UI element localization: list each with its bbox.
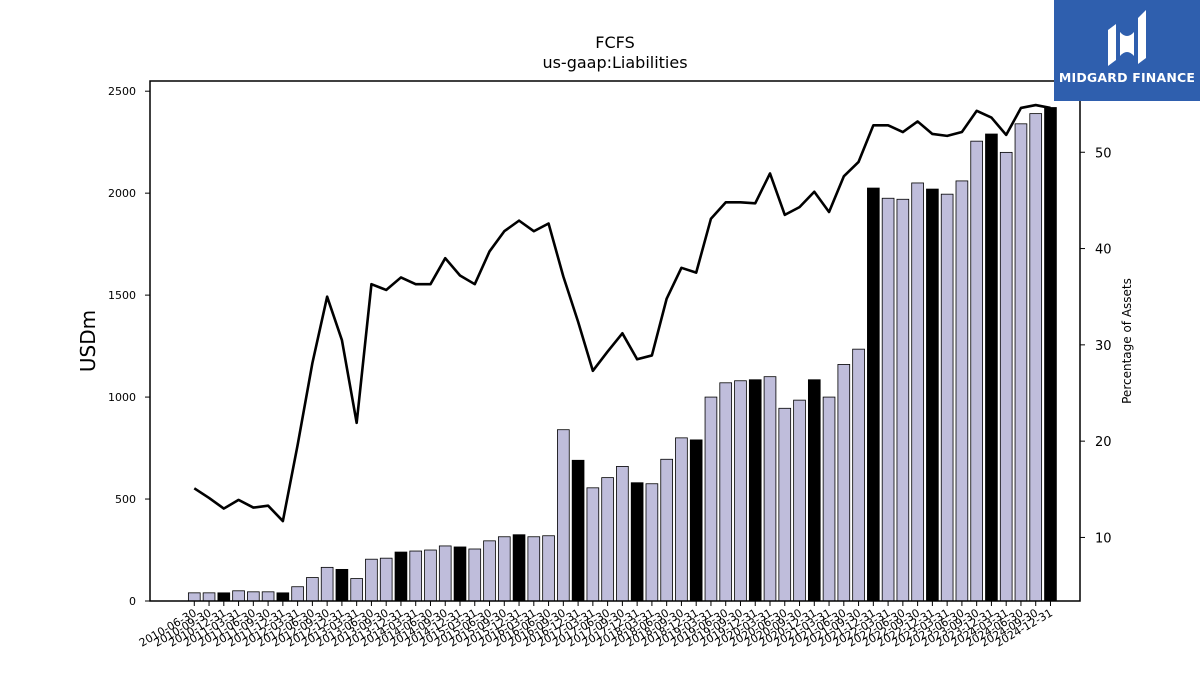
y-tick-label: 2000 bbox=[108, 187, 136, 200]
bar-2019-06-30 bbox=[719, 382, 733, 602]
bar-2010-09-30 bbox=[202, 592, 216, 602]
bar-2020-06-30 bbox=[778, 407, 792, 602]
bar-2018-09-30 bbox=[675, 437, 688, 602]
bar-2019-03-31 bbox=[704, 396, 718, 602]
bar-2023-03-31 bbox=[940, 193, 954, 602]
bar-2017-12-31 bbox=[630, 482, 644, 602]
bar-2024-06-30 bbox=[1014, 123, 1028, 602]
bar-2012-03-31 bbox=[291, 586, 304, 602]
bars-layer bbox=[187, 107, 1057, 602]
bar-2012-12-31 bbox=[335, 568, 349, 602]
y-tick-label: 2500 bbox=[108, 85, 136, 98]
y-tick-label: 0 bbox=[129, 595, 136, 608]
bar-2023-06-30 bbox=[955, 180, 969, 602]
bar-2022-12-31 bbox=[926, 188, 939, 602]
bar-2021-09-30 bbox=[852, 348, 865, 602]
percent-assets-line bbox=[193, 103, 1051, 523]
brand-logo: MIDGARD FINANCE bbox=[1054, 0, 1200, 101]
y2-tick-label: 30 bbox=[1095, 339, 1112, 354]
bar-2024-03-31 bbox=[999, 151, 1013, 602]
bar-2023-12-31 bbox=[985, 133, 998, 602]
y-axis-label: USDm bbox=[76, 310, 100, 372]
bar-2013-06-30 bbox=[365, 558, 378, 602]
bar-2021-12-31 bbox=[867, 187, 880, 602]
bar-2016-03-31 bbox=[527, 536, 541, 602]
y2-axis-label: Percentage of Assets bbox=[1120, 278, 1134, 404]
bar-2012-09-30 bbox=[320, 566, 334, 602]
bar-2015-03-31 bbox=[468, 548, 482, 602]
midgard-logo-icon bbox=[1108, 10, 1146, 66]
chart-subtitle: us-gaap:Liabilities bbox=[542, 53, 687, 72]
bar-2024-09-30 bbox=[1029, 113, 1043, 602]
bar-2021-06-30 bbox=[837, 364, 851, 602]
chart-title: FCFS bbox=[595, 33, 634, 52]
bar-2022-09-30 bbox=[911, 182, 924, 602]
bar-2013-12-31 bbox=[394, 551, 408, 602]
bar-2011-03-31 bbox=[232, 590, 245, 602]
y2-tick-label: 40 bbox=[1095, 243, 1112, 258]
bar-2010-06-30 bbox=[187, 592, 201, 602]
bar-2013-03-31 bbox=[350, 578, 363, 602]
bar-2017-03-31 bbox=[586, 487, 600, 602]
bar-2020-12-31 bbox=[807, 379, 821, 602]
bar-2015-09-30 bbox=[497, 536, 511, 602]
bar-2014-06-30 bbox=[424, 549, 437, 602]
bar-2012-06-30 bbox=[306, 577, 319, 602]
bar-2010-12-31 bbox=[217, 592, 231, 602]
bar-2014-03-31 bbox=[409, 550, 423, 602]
axes-layer: 0500100015002000250010203040502010-06-30… bbox=[108, 80, 1112, 650]
bar-2022-06-30 bbox=[896, 198, 910, 602]
bar-2020-03-31 bbox=[763, 376, 777, 602]
bar-2013-09-30 bbox=[379, 557, 393, 602]
line-layer bbox=[193, 103, 1051, 523]
bar-2011-12-31 bbox=[276, 592, 290, 602]
bar-2016-06-30 bbox=[542, 535, 555, 602]
y-tick-label: 1000 bbox=[108, 391, 136, 404]
y-tick-label: 1500 bbox=[108, 289, 136, 302]
plot-frame bbox=[149, 80, 1081, 602]
bar-2011-06-30 bbox=[247, 591, 260, 602]
bar-2016-09-30 bbox=[557, 429, 570, 602]
bar-2019-12-31 bbox=[748, 379, 762, 602]
bar-2018-06-30 bbox=[660, 458, 673, 602]
bar-2022-03-31 bbox=[881, 197, 895, 602]
bar-2018-03-31 bbox=[645, 483, 659, 602]
bar-2021-03-31 bbox=[822, 396, 836, 602]
bar-2019-09-30 bbox=[734, 380, 747, 602]
y-tick-label: 500 bbox=[115, 493, 136, 506]
bar-2017-06-30 bbox=[601, 477, 614, 602]
bar-2024-12-31 bbox=[1044, 107, 1057, 602]
bar-2023-09-30 bbox=[970, 140, 983, 602]
bar-2015-06-30 bbox=[483, 540, 496, 602]
bar-2020-09-30 bbox=[793, 399, 806, 602]
y2-tick-label: 20 bbox=[1095, 435, 1112, 450]
bar-2014-09-30 bbox=[438, 545, 452, 602]
brand-name: MIDGARD FINANCE bbox=[1058, 70, 1196, 85]
y2-tick-label: 10 bbox=[1095, 531, 1112, 546]
bar-2011-09-30 bbox=[261, 591, 275, 602]
y2-tick-label: 50 bbox=[1095, 146, 1112, 161]
bar-2014-12-31 bbox=[453, 546, 467, 602]
bar-2015-12-31 bbox=[512, 534, 526, 602]
bar-2016-12-31 bbox=[571, 459, 585, 602]
bar-2018-12-31 bbox=[689, 439, 703, 602]
bar-2017-09-30 bbox=[616, 466, 629, 602]
